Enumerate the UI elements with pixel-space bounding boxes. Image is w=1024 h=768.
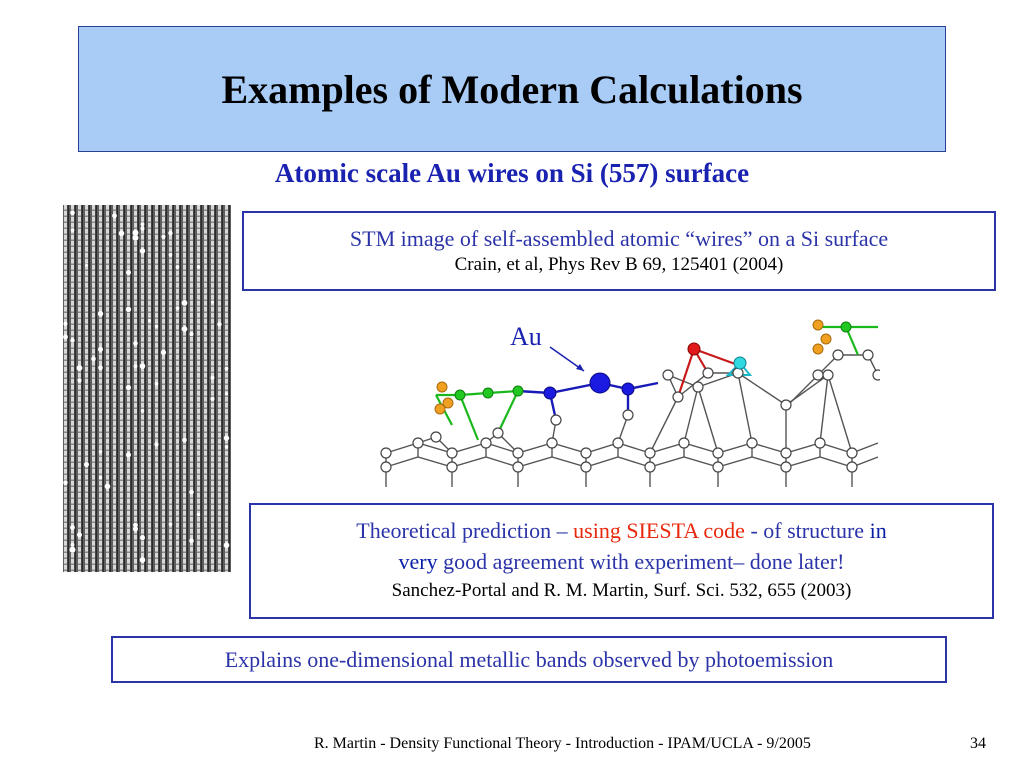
stm-bright-spot [223,435,230,441]
stm-bright-spot [133,522,138,528]
stm-image [63,205,231,572]
stm-bright-spot [154,324,159,328]
stm-bright-spot [104,483,111,490]
stm-bright-spot [175,306,180,310]
stm-bright-spot [168,230,173,236]
stm-bright-spot [85,263,88,267]
stm-bright-spot [139,248,146,254]
blue-atoms [543,372,635,400]
stm-bright-spot [168,253,173,257]
stm-bright-spot [126,452,131,458]
stm-bright-spot [132,234,139,241]
stm-bright-spot [224,445,229,449]
stm-bright-spot [140,535,145,541]
theory-citation: Sanchez-Portal and R. M. Martin, Surf. S… [391,580,852,601]
stm-bright-spot [63,480,68,485]
theory-line: Theoretical prediction – using SIESTA co… [251,515,992,546]
theory-text-very: very [398,549,438,574]
stm-bright-spot [217,322,222,327]
stm-bright-spot [133,364,138,369]
stm-bright-spot [70,525,75,530]
theory-text-in: in [869,518,887,543]
stm-bright-spot [69,546,76,553]
orange-atoms [434,319,832,415]
stm-bright-spot [196,265,201,269]
stm-caption: STM image of self-assembled atomic “wire… [349,226,889,251]
stm-bright-spot [211,300,214,304]
stm-bright-spot [223,542,230,548]
stm-bright-spot [161,234,166,239]
slide-title: Examples of Modern Calculations [221,66,803,112]
stm-bright-spot [154,442,159,447]
footer-text: R. Martin - Density Functional Theory - … [314,735,811,752]
stm-bright-spot [139,363,146,369]
siesta-text: using SIESTA code [573,518,745,543]
stm-bright-spot [140,222,145,226]
stm-bright-spot [140,409,145,413]
stm-bright-spot [97,311,104,317]
stm-bright-spot [189,332,194,337]
theory-text-2: - of structure [744,518,870,543]
bond-lines [385,354,879,487]
stm-bright-spot [126,270,131,275]
theory-text-3: good agreement with experiment– done lat… [437,549,845,574]
stm-bright-spot [132,526,139,532]
stm-bright-spot [98,365,103,370]
stm-bright-spot [77,378,82,383]
stm-bright-spot [175,265,180,269]
stm-bright-spot [148,319,151,323]
stm-bright-spot [125,385,132,391]
stm-citation: Crain, et al, Phys Rev B 69, 125401 (200… [454,254,784,275]
theory-box: Theoretical prediction – using SIESTA co… [249,503,994,619]
stm-bright-spot [98,476,103,480]
si-atoms [380,349,880,473]
stm-bright-spot [189,489,194,495]
stm-bright-spot [168,522,173,526]
slide-subtitle: Atomic scale Au wires on Si (557) surfac… [274,158,750,188]
stm-bright-spot [98,346,103,352]
stm-bright-spot [224,366,229,371]
stm-bright-spot [125,306,132,313]
stm-bright-spot [112,213,117,219]
stm-bright-spot [70,338,75,343]
blue-bonds [517,381,659,421]
stm-bright-spot [63,334,68,340]
stm-bright-spot [84,462,89,467]
page-number: 34 [970,735,986,752]
stm-bright-spot [63,321,68,326]
stm-bright-spot [210,396,215,401]
stm-bright-spot [77,532,82,538]
title-box: Examples of Modern Calculations [78,26,946,152]
stm-bright-spot [70,543,75,547]
stm-bright-spot [140,226,145,231]
stm-bright-spot [210,375,215,380]
theory-line-2: very good agreement with experiment– don… [251,546,992,577]
stm-bright-spot [189,538,194,543]
red-atom [687,342,701,356]
stm-bright-spot [181,300,188,306]
stm-bright-spot [160,349,167,355]
stm-bright-spot [133,341,138,346]
stm-bright-spot [224,392,229,396]
stm-bright-spot [91,356,96,362]
stm-bright-spot [139,557,146,563]
stm-bright-spot [118,230,125,237]
green-atoms [454,321,852,401]
stm-bright-spot [76,365,83,371]
photoemission-box: Explains one-dimensional metallic bands … [111,636,947,683]
photoemission-text: Explains one-dimensional metallic bands … [224,647,834,672]
stm-bright-spot [70,210,75,215]
stm-bright-spot [196,512,201,517]
stm-bright-spot [154,382,159,386]
cyan-atom [733,356,747,370]
stm-bright-spot [70,228,75,232]
au-label: Au [510,322,542,351]
theory-text-1: Theoretical prediction – [356,518,574,543]
stm-bright-spot [182,437,187,442]
stm-bright-spot [98,449,103,454]
stm-bright-spot [181,326,188,332]
atomic-structure-diagram [380,319,880,487]
stm-bright-spot [132,229,139,236]
stm-caption-box: STM image of self-assembled atomic “wire… [242,211,996,291]
